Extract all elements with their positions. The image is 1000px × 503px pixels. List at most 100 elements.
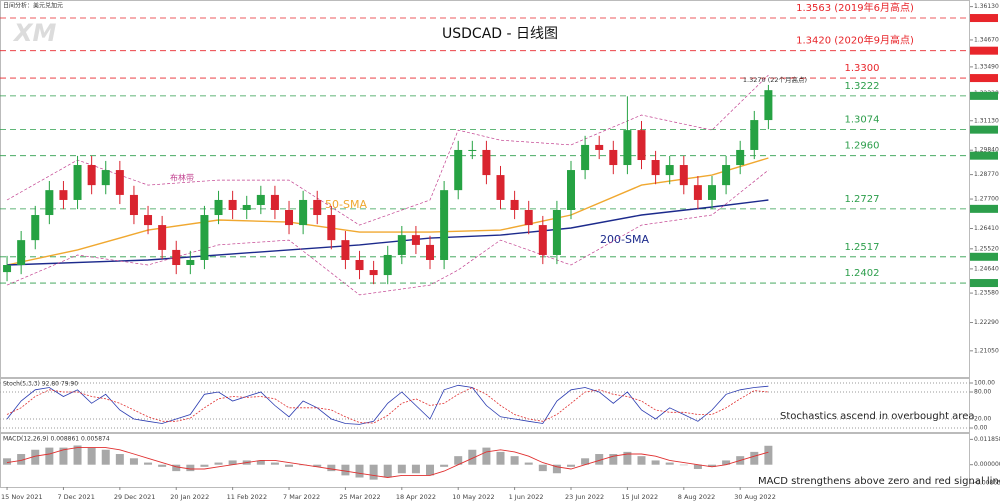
overlay-label: 布林带	[170, 173, 194, 183]
x-tick-label: 20 Jan 2022	[170, 493, 209, 501]
macd-bar	[158, 464, 167, 467]
macd-bar	[256, 460, 265, 465]
candle-body	[595, 144, 604, 150]
macd-bar	[468, 449, 477, 465]
macd-bar	[31, 449, 40, 465]
bollinger-lower	[6, 169, 769, 296]
stoch-panel	[0, 378, 970, 433]
candle-body	[736, 149, 745, 166]
macd-bar	[214, 462, 223, 465]
x-tick-label: 7 Dec 2021	[57, 493, 94, 501]
candle-body	[242, 204, 251, 210]
candle-body	[270, 194, 279, 210]
y-tick-label: 0.011858	[974, 436, 1000, 443]
macd-bar	[144, 462, 153, 465]
level-tag	[970, 125, 998, 134]
candle-body	[299, 199, 308, 226]
candle-body	[411, 235, 420, 245]
level-tag	[970, 279, 998, 288]
candle-body	[454, 149, 463, 191]
y-tick-label: 1.23580	[974, 290, 999, 297]
macd-bar	[707, 464, 716, 467]
level-tag	[970, 74, 998, 83]
x-tick-label: 23 Jun 2022	[565, 493, 604, 501]
macd-bar	[129, 458, 138, 465]
candle-body	[87, 165, 96, 186]
candle-body	[623, 130, 632, 166]
macd-bar	[270, 462, 279, 465]
candle-body	[115, 170, 124, 195]
candle-body	[538, 225, 547, 255]
macd-bar	[73, 445, 82, 465]
y-tick-label: 1.27700	[974, 196, 999, 203]
y-tick-label: 1.33490	[974, 63, 999, 70]
sma-line	[6, 157, 769, 266]
level-tag	[970, 151, 998, 160]
overlay-label: 50-SMA	[325, 198, 367, 211]
macd-bar	[369, 464, 378, 480]
y-tick-label: 80.00	[974, 389, 991, 396]
logo: XM	[12, 19, 57, 47]
y-tick-label: 1.24640	[974, 265, 999, 272]
macd-bar	[327, 464, 336, 472]
macd-bar	[454, 456, 463, 465]
macd-bar	[609, 454, 618, 465]
macd-bar	[228, 460, 237, 465]
candle-body	[285, 210, 294, 226]
stoch-label: Stoch(5,3,3) 92.80 79.90	[3, 381, 78, 388]
y-tick-label: 1.36130	[974, 3, 999, 10]
candle-body	[228, 199, 237, 210]
y-tick-label: -0.008651	[974, 480, 1000, 487]
x-tick-label: 15 Nov 2021	[1, 493, 43, 501]
y-tick-label: 1.21050	[974, 347, 999, 354]
level-label: 1.3300	[845, 63, 880, 74]
candle-body	[186, 259, 195, 266]
macd-bar	[426, 464, 435, 476]
candle-body	[524, 210, 533, 226]
level-tag	[970, 14, 998, 23]
overlay-label: 200-SMA	[600, 233, 649, 246]
candle-body	[3, 265, 12, 273]
macd-bar	[665, 462, 674, 465]
candle-body	[552, 210, 561, 255]
level-label: 1.2402	[845, 268, 880, 279]
candle-body	[214, 199, 223, 216]
y-tick-label: 100.00	[974, 380, 995, 387]
level-label: 1.2727	[845, 194, 880, 205]
macd-bar	[101, 449, 110, 465]
level-label: 1.3563 (2019年6月高点)	[796, 1, 914, 14]
candle-body	[764, 90, 773, 121]
candle-body	[482, 149, 491, 176]
macd-bar	[581, 458, 590, 465]
candle-body	[355, 259, 364, 271]
bollinger-upper	[6, 74, 769, 226]
x-tick-label: 30 Aug 2022	[734, 493, 776, 501]
macd-bar	[750, 451, 759, 465]
candle-body	[31, 215, 40, 241]
macd-bar	[440, 464, 449, 467]
x-tick-label: 10 May 2022	[452, 493, 494, 501]
macd-bar	[567, 464, 576, 467]
candle-body	[73, 165, 82, 200]
candle-body	[665, 165, 674, 176]
candle-body	[397, 235, 406, 255]
y-tick-label: 1.22290	[974, 319, 999, 326]
candle-body	[256, 194, 265, 205]
chart-title: USDCAD - 日线图	[442, 26, 558, 42]
candle-body	[341, 240, 350, 260]
candle-body	[45, 190, 54, 216]
y-tick-label: 1.25520	[974, 245, 999, 252]
macd-bar	[397, 464, 406, 474]
candle-body	[59, 190, 68, 200]
x-tick-label: 29 Dec 2021	[114, 493, 156, 501]
macd-bar	[595, 454, 604, 465]
macd-bar	[172, 464, 181, 472]
x-tick-label: 18 Apr 2022	[396, 493, 436, 501]
annotation: 1.3270 (22个月高点)	[743, 75, 807, 84]
level-label: 1.2517	[845, 242, 880, 253]
level-label: 1.3420 (2020年9月高点)	[796, 34, 914, 47]
macd-bar	[115, 454, 124, 465]
x-tick-label: 11 Feb 2022	[227, 493, 267, 501]
